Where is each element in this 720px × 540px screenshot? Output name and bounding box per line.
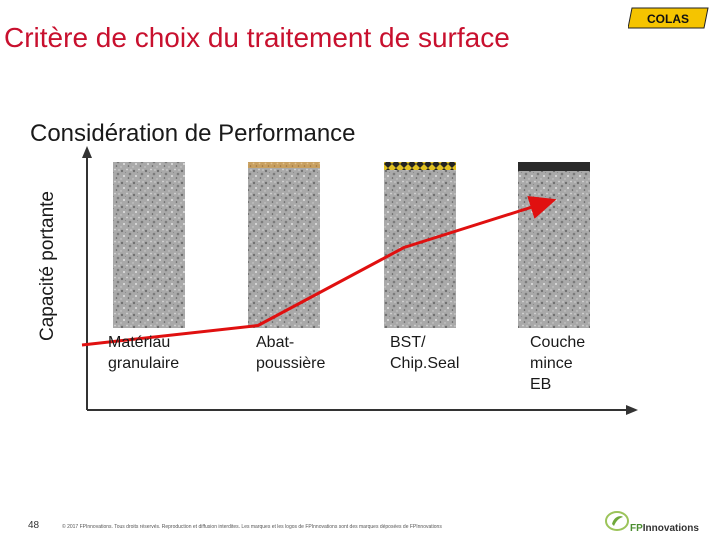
performance-trend-line: [81, 195, 557, 347]
pavement-bar: [384, 162, 456, 328]
svg-text:COLAS: COLAS: [647, 12, 689, 26]
pavement-bar: [518, 162, 590, 328]
slide-title: Critère de choix du traitement de surfac…: [4, 22, 510, 53]
fpinnovations-logo: FPInnovations: [604, 508, 699, 534]
footer-copyright: © 2017 FPInnovations. Tous droits réserv…: [62, 524, 442, 530]
pavement-bar: [113, 162, 185, 328]
thin-asphalt-layer: [518, 162, 590, 171]
category-label: Matériau granulaire: [108, 334, 180, 372]
y-axis-arrowhead: [82, 146, 92, 158]
category-label: Abat- poussière: [256, 334, 326, 372]
x-axis-arrowhead: [626, 405, 638, 415]
dust-suppressant-layer: [248, 162, 320, 168]
colas-logo: COLAS: [628, 7, 709, 29]
category-label: Couche mince EB: [530, 334, 586, 393]
category-label: BST/ Chip.Seal: [390, 334, 460, 372]
page-number: 48: [28, 520, 40, 531]
slide-subtitle: Considération de Performance: [30, 120, 356, 147]
chip-seal-layer: [384, 162, 456, 170]
fpinnovations-logo-text: FPInnovations: [630, 522, 699, 534]
pavement-bar: [248, 162, 320, 328]
leaf-icon: [605, 511, 629, 531]
